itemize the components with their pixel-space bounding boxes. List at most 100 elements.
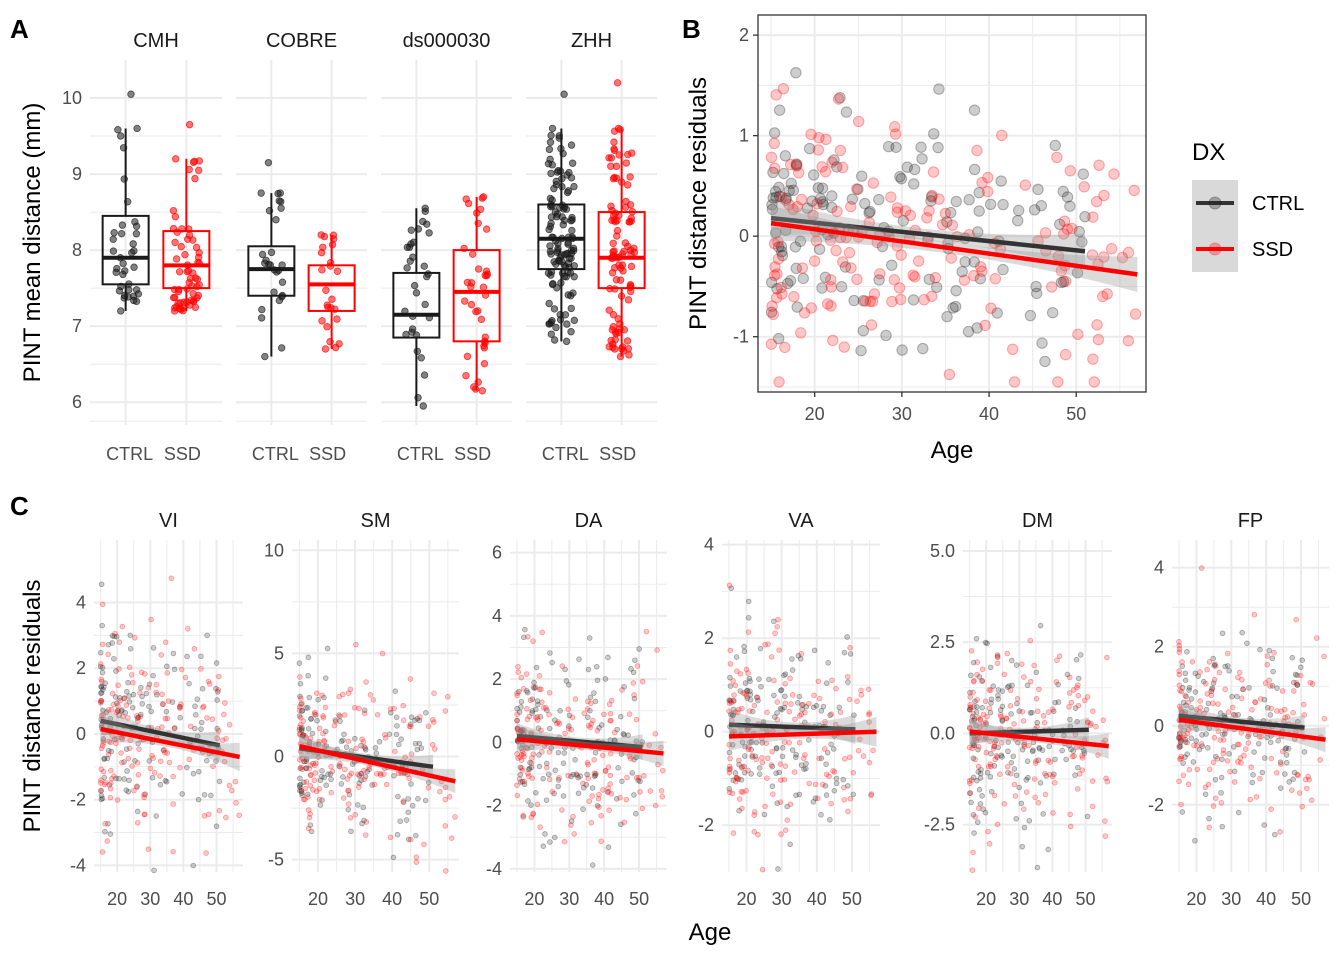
data-point — [108, 775, 115, 782]
data-point — [514, 711, 520, 718]
data-point — [1054, 657, 1060, 664]
data-point — [803, 760, 809, 767]
data-point — [474, 219, 482, 227]
data-point — [1104, 778, 1111, 785]
data-point — [815, 795, 821, 802]
data-point — [844, 634, 850, 640]
data-point — [560, 760, 567, 766]
data-point — [560, 90, 568, 98]
data-point — [214, 697, 221, 703]
data-point — [340, 774, 346, 780]
data-point — [557, 279, 565, 287]
data-point — [134, 713, 140, 719]
data-point — [979, 666, 986, 673]
data-point — [749, 754, 756, 760]
data-point — [865, 319, 878, 331]
data-point — [549, 280, 557, 288]
data-point — [407, 721, 414, 728]
data-point — [1035, 199, 1048, 212]
data-point — [820, 703, 827, 710]
data-point — [999, 717, 1005, 723]
data-point — [113, 740, 119, 747]
data-point — [405, 809, 412, 816]
data-point — [959, 256, 971, 268]
data-point — [1192, 689, 1199, 695]
data-point — [742, 690, 748, 697]
data-point — [143, 690, 150, 697]
data-point — [615, 211, 623, 220]
data-point — [425, 779, 432, 786]
data-point — [630, 669, 637, 676]
data-point — [834, 92, 846, 104]
data-point — [766, 203, 779, 215]
data-point — [135, 718, 141, 724]
data-point — [1032, 794, 1038, 801]
data-point — [776, 647, 782, 653]
data-point — [734, 709, 741, 716]
data-point — [546, 689, 553, 696]
data-point — [338, 781, 345, 787]
data-point — [972, 698, 978, 705]
data-point — [770, 89, 782, 101]
data-point — [975, 769, 982, 775]
data-point — [307, 772, 314, 779]
data-point — [791, 200, 803, 213]
data-point — [555, 783, 561, 790]
data-point — [1057, 185, 1069, 198]
y-tick-label: 4 — [492, 606, 502, 626]
data-point — [100, 737, 107, 744]
data-point — [912, 255, 925, 267]
data-point — [618, 178, 626, 186]
data-point — [1051, 151, 1063, 164]
data-point — [859, 197, 871, 210]
data-point — [633, 738, 640, 744]
x-tick-label: 30 — [1221, 889, 1241, 909]
data-point — [299, 725, 305, 731]
data-point — [828, 741, 834, 748]
data-point — [1079, 755, 1086, 761]
data-point — [1181, 727, 1187, 734]
data-point — [1018, 800, 1025, 807]
data-point — [1220, 747, 1227, 753]
data-point — [818, 708, 825, 714]
data-point — [859, 295, 872, 307]
data-point — [146, 703, 152, 710]
data-point — [775, 240, 788, 253]
data-point — [120, 175, 128, 183]
data-point — [830, 768, 836, 774]
data-point — [382, 735, 389, 741]
data-point — [163, 708, 170, 715]
data-point — [549, 659, 555, 666]
data-point — [1264, 653, 1271, 659]
data-point — [814, 193, 827, 205]
data-point — [753, 756, 760, 763]
data-point — [732, 682, 739, 689]
data-point — [611, 336, 620, 344]
data-point — [105, 641, 112, 648]
data-point — [1128, 184, 1140, 197]
data-point — [997, 712, 1004, 718]
data-point — [185, 165, 193, 174]
data-point — [276, 189, 284, 197]
data-point — [941, 216, 953, 228]
data-point — [215, 689, 221, 695]
data-point — [1050, 706, 1056, 712]
data-point — [1275, 737, 1281, 744]
data-point — [781, 277, 794, 290]
data-point — [272, 216, 280, 224]
data-point — [1034, 719, 1041, 726]
data-point — [345, 738, 352, 745]
data-point — [177, 305, 185, 314]
data-point — [971, 704, 977, 710]
data-point — [726, 769, 733, 776]
y-tick-label: 10 — [62, 88, 82, 108]
data-point — [623, 181, 632, 189]
data-point — [591, 756, 597, 763]
data-point — [264, 158, 273, 167]
data-point — [275, 197, 283, 205]
data-point — [559, 205, 568, 213]
data-point — [736, 796, 743, 802]
data-point — [591, 690, 597, 696]
data-point — [1176, 756, 1183, 762]
data-point — [1055, 699, 1062, 705]
